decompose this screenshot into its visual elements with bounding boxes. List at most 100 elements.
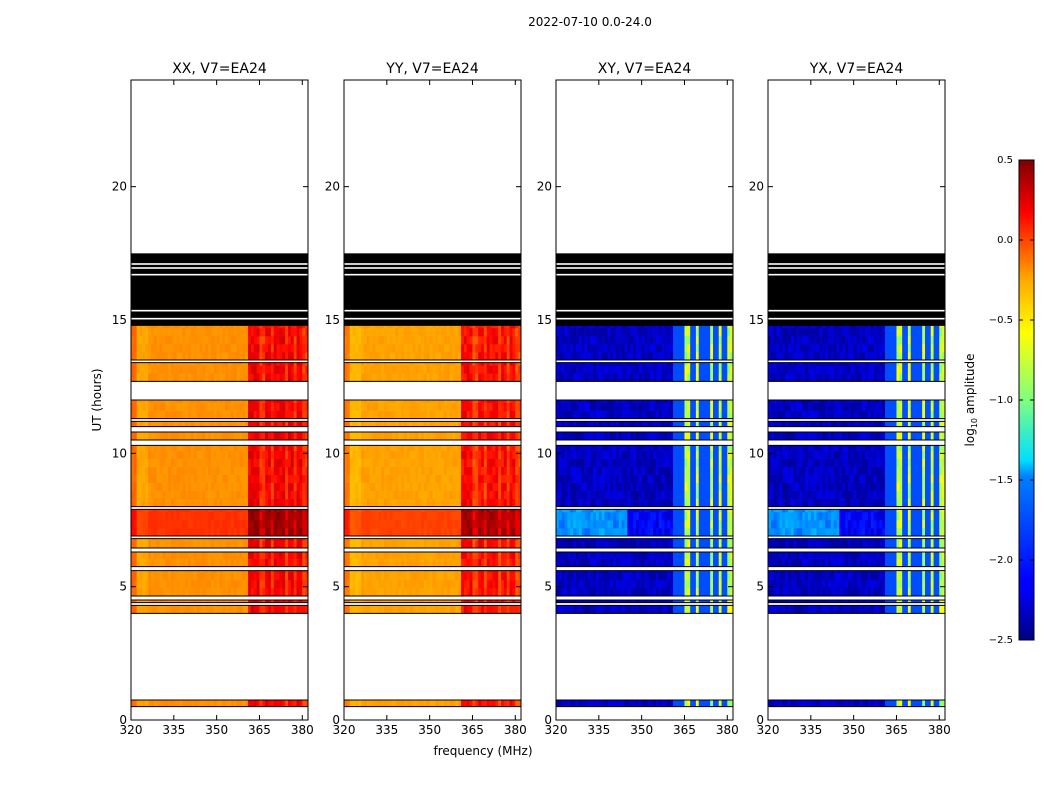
heatmap-cell <box>210 400 215 403</box>
heatmap-cell <box>136 450 140 459</box>
heatmap-cell <box>375 336 379 345</box>
heatmap-cell <box>713 588 717 597</box>
heatmap-cell <box>268 520 272 529</box>
heatmap-cell <box>389 466 393 475</box>
heatmap-cell <box>162 490 166 499</box>
heatmap-cell <box>349 352 353 361</box>
heatmap-cell <box>366 421 371 427</box>
heatmap-cell <box>273 509 277 513</box>
heatmap-cell <box>219 325 223 329</box>
heatmap-cell <box>509 509 513 513</box>
heatmap-cell <box>475 498 479 507</box>
heatmap-cell <box>259 402 263 411</box>
heatmap-cell <box>256 580 260 589</box>
heatmap-cell <box>492 538 496 541</box>
heatmap-cell <box>409 466 413 475</box>
heatmap-cell <box>375 432 379 441</box>
heatmap-cell <box>412 474 416 483</box>
heatmap-cell <box>415 509 419 513</box>
heatmap-cell <box>475 352 479 361</box>
heatmap-cell <box>352 600 356 603</box>
heatmap-cell <box>469 580 473 589</box>
heatmap-cell <box>441 580 445 589</box>
heatmap-cell <box>182 558 186 567</box>
heatmap-cell <box>506 328 510 337</box>
heatmap-cell <box>205 498 209 507</box>
heatmap-cell <box>383 520 388 529</box>
heatmap-cell <box>423 336 428 345</box>
heatmap-cell <box>386 466 391 475</box>
heatmap-cell <box>222 365 226 374</box>
heatmap-cell <box>233 400 238 403</box>
heatmap-cell <box>466 490 471 499</box>
heatmap-cell <box>403 365 408 374</box>
heatmap-cell <box>455 600 459 603</box>
heatmap-cell <box>412 552 416 559</box>
heatmap-cell <box>352 538 356 541</box>
heatmap-cell <box>190 605 195 614</box>
heatmap-cell <box>210 490 215 499</box>
heatmap-cell <box>561 700 565 707</box>
heatmap-cell <box>153 558 158 567</box>
heatmap-cell <box>355 352 359 361</box>
heatmap-cell <box>486 490 490 499</box>
heatmap-cell <box>349 432 353 441</box>
heatmap-cell <box>248 570 252 573</box>
heatmap-cell <box>449 528 453 537</box>
heatmap-cell <box>489 538 493 541</box>
heatmap-cell <box>236 466 240 475</box>
heatmap-cell <box>675 588 680 597</box>
heatmap-cell <box>296 580 300 589</box>
heatmap-cell <box>185 400 189 403</box>
heatmap-cell <box>435 570 439 573</box>
heatmap-cell <box>423 482 428 491</box>
heatmap-cell <box>361 362 365 366</box>
heatmap-cell <box>188 605 192 614</box>
heatmap-cell <box>512 466 516 475</box>
heatmap-cell <box>369 552 373 559</box>
heatmap-cell <box>233 336 238 345</box>
heatmap-cell <box>478 410 482 419</box>
heatmap-cell <box>136 580 140 589</box>
heatmap-cell <box>285 365 289 374</box>
heatmap-cell <box>182 538 186 541</box>
heatmap-cell <box>664 580 668 589</box>
heatmap-cell <box>435 482 439 491</box>
heatmap-cell <box>268 432 272 441</box>
heatmap-cell <box>498 482 502 491</box>
heatmap-cell <box>270 450 275 459</box>
heatmap-cell <box>148 605 152 614</box>
heatmap-cell <box>415 528 419 537</box>
heatmap-cell <box>421 580 425 589</box>
heatmap-cell <box>392 352 396 361</box>
heatmap-cell <box>305 482 309 491</box>
heatmap-cell <box>228 700 232 707</box>
heatmap-cell <box>438 552 442 559</box>
heatmap-cell <box>386 336 391 345</box>
heatmap-cell <box>165 344 169 353</box>
heatmap-cell <box>503 572 508 581</box>
heatmap-cell <box>193 432 198 441</box>
heatmap-cell <box>305 540 309 549</box>
heatmap-cell <box>506 344 510 353</box>
heatmap-cell <box>262 450 266 459</box>
heatmap-cell <box>156 700 160 707</box>
heatmap-cell <box>461 540 465 549</box>
heatmap-cell <box>250 538 255 541</box>
heatmap-cell <box>472 466 476 475</box>
heatmap-cell <box>495 352 499 361</box>
heatmap-cell <box>575 572 580 581</box>
heatmap-cell <box>259 336 263 345</box>
heatmap-cell <box>344 458 348 467</box>
heatmap-cell <box>590 572 594 581</box>
heatmap-cell <box>369 421 373 427</box>
heatmap-cell <box>441 552 445 559</box>
heatmap-cell <box>472 421 476 427</box>
heatmap-cell <box>515 410 519 419</box>
heatmap-cell <box>463 600 468 603</box>
heatmap-cell <box>248 700 252 707</box>
heatmap-cell <box>290 402 295 411</box>
heatmap-cell <box>216 421 220 427</box>
heatmap-cell <box>486 466 490 475</box>
heatmap-cell <box>610 580 614 589</box>
